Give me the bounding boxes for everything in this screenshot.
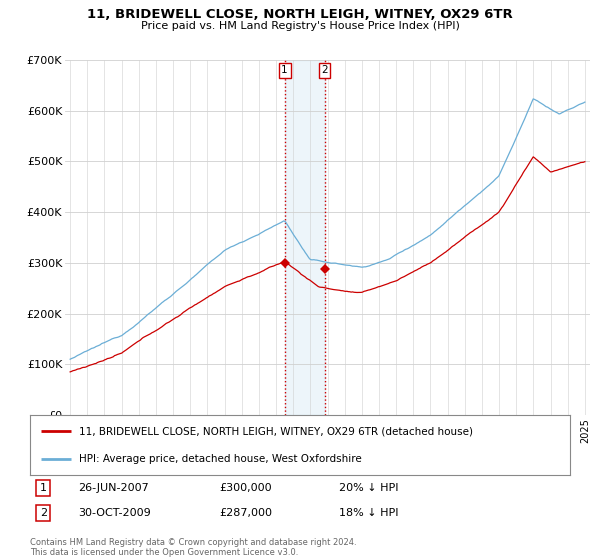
Text: HPI: Average price, detached house, West Oxfordshire: HPI: Average price, detached house, West… — [79, 454, 361, 464]
Text: £300,000: £300,000 — [219, 483, 272, 493]
Text: 2: 2 — [321, 66, 328, 76]
Bar — [284, 60, 325, 415]
Text: £287,000: £287,000 — [219, 508, 272, 518]
Text: 1: 1 — [281, 66, 288, 76]
Text: 11, BRIDEWELL CLOSE, NORTH LEIGH, WITNEY, OX29 6TR: 11, BRIDEWELL CLOSE, NORTH LEIGH, WITNEY… — [87, 8, 513, 21]
Text: Price paid vs. HM Land Registry's House Price Index (HPI): Price paid vs. HM Land Registry's House … — [140, 21, 460, 31]
Text: Contains HM Land Registry data © Crown copyright and database right 2024.
This d: Contains HM Land Registry data © Crown c… — [30, 538, 356, 557]
Text: 2: 2 — [40, 508, 47, 518]
Text: 30-OCT-2009: 30-OCT-2009 — [78, 508, 151, 518]
Text: 26-JUN-2007: 26-JUN-2007 — [78, 483, 149, 493]
Text: 1: 1 — [40, 483, 47, 493]
Text: 11, BRIDEWELL CLOSE, NORTH LEIGH, WITNEY, OX29 6TR (detached house): 11, BRIDEWELL CLOSE, NORTH LEIGH, WITNEY… — [79, 426, 473, 436]
Text: 18% ↓ HPI: 18% ↓ HPI — [339, 508, 398, 518]
Text: 20% ↓ HPI: 20% ↓ HPI — [339, 483, 398, 493]
